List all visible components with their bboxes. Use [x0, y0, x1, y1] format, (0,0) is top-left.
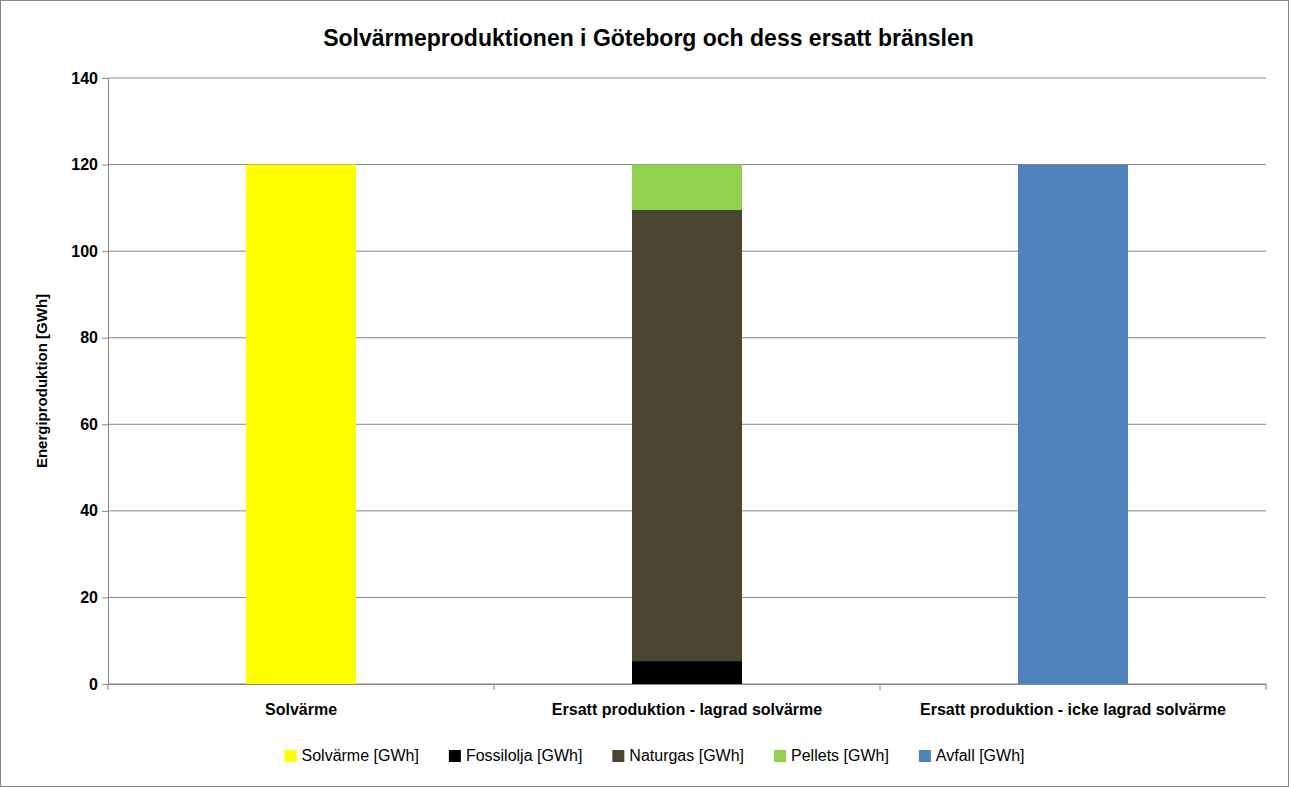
legend-swatch	[919, 750, 931, 762]
category-separator	[1266, 684, 1267, 690]
y-tick-label: 40	[80, 502, 98, 519]
y-tick: 120	[71, 156, 108, 173]
legend-label: Fossilolja [GWh]	[466, 747, 582, 764]
y-axis-title: Energiproduktion [GWh]	[33, 294, 50, 468]
legend-label: Naturgas [GWh]	[629, 747, 744, 764]
y-axis-line	[108, 79, 109, 685]
bar-segment	[632, 661, 742, 684]
y-tick-mark	[102, 424, 108, 425]
y-tick-mark	[102, 684, 108, 685]
y-tick: 140	[71, 70, 108, 87]
legend-swatch	[774, 750, 786, 762]
x-tick-label: Ersatt produktion - lagrad solvärme	[552, 701, 822, 718]
legend-label: Avfall [GWh]	[936, 747, 1025, 764]
y-tick-mark	[102, 338, 108, 339]
bar-segment	[1018, 165, 1128, 684]
legend: Solvärme [GWh] Fossilolja [GWh] Naturgas […	[285, 747, 1025, 764]
y-tick-mark	[102, 165, 108, 166]
legend-item: Solvärme [GWh]	[285, 747, 419, 764]
bar-segment	[246, 165, 356, 684]
y-tick-mark	[102, 597, 108, 598]
legend-item: Fossilolja [GWh]	[449, 747, 582, 764]
y-tick-label: 80	[80, 329, 98, 346]
y-tick-label: 120	[71, 156, 98, 173]
x-tick-label: Ersatt produktion - icke lagrad solvärme	[920, 701, 1226, 718]
legend-swatch	[449, 750, 461, 762]
legend-label: Pellets [GWh]	[791, 747, 889, 764]
legend-item: Naturgas [GWh]	[612, 747, 744, 764]
y-tick-mark	[102, 511, 108, 512]
y-tick: 0	[89, 676, 108, 693]
y-tick-label: 20	[80, 589, 98, 606]
legend-swatch	[285, 750, 297, 762]
bar-segment	[632, 165, 742, 210]
x-tick-label: Solvärme	[265, 701, 337, 718]
y-tick-label: 0	[89, 676, 98, 693]
y-tick: 60	[80, 416, 108, 433]
x-tick: Solvärme	[265, 684, 337, 718]
y-tick: 80	[80, 329, 108, 346]
y-axis: 0 20 40 60 80 100 120 140	[71, 70, 108, 693]
y-tick-label: 100	[71, 243, 98, 260]
x-axis: Solvärme Ersatt produktion - lagrad solvä…	[109, 684, 1267, 718]
category-separator	[880, 684, 881, 690]
y-tick-mark	[102, 251, 108, 252]
chart-border	[1, 1, 1289, 787]
bar-segment	[632, 210, 742, 661]
category-separator	[494, 684, 495, 690]
legend-item: Avfall [GWh]	[919, 747, 1025, 764]
legend-label: Solvärme [GWh]	[302, 747, 419, 764]
legend-swatch	[612, 750, 624, 762]
plot: 0 20 40 60 80 100 120 140 Solvärme Ersatt produkt…	[71, 70, 1266, 719]
y-tick: 100	[71, 243, 108, 260]
x-tick: Ersatt produktion - icke lagrad solvärme	[920, 684, 1226, 718]
y-tick-mark	[102, 78, 108, 79]
grid	[108, 78, 1266, 684]
y-tick-label: 140	[71, 70, 98, 87]
bars	[246, 165, 1128, 684]
y-tick: 40	[80, 502, 108, 519]
grid-line	[108, 78, 1266, 79]
category-separator	[108, 684, 109, 690]
chart: 0 20 40 60 80 100 120 140 Solvärme Ersatt produkt…	[0, 0, 1289, 787]
title: Solvärmeproduktionen i Göteborg och dess…	[323, 25, 974, 51]
x-axis-line	[109, 684, 1267, 685]
y-tick: 20	[80, 589, 108, 606]
y-tick-label: 60	[80, 416, 98, 433]
legend-item: Pellets [GWh]	[774, 747, 889, 764]
x-tick: Ersatt produktion - lagrad solvärme	[552, 684, 822, 718]
